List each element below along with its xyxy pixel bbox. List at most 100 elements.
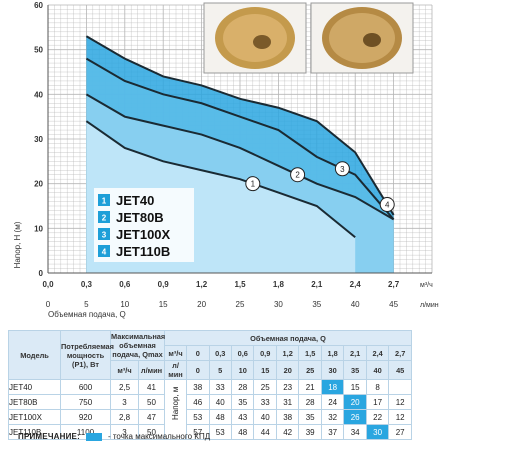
cell-model: JET80B (8, 394, 61, 410)
legend-swatch (98, 211, 110, 223)
legend-swatch (98, 194, 110, 206)
q-lmin-header: 10 (230, 360, 255, 380)
x-unit-top-label: м³/ч (420, 282, 433, 289)
x-tick-label-m3h: 1,8 (273, 280, 285, 289)
cell-qmax-m3h: 3 (110, 394, 139, 410)
q-m3h-header: 0,3 (208, 345, 232, 361)
unit-qmax-m3h: м³/ч (110, 360, 139, 380)
x-tick-label-m3h: 0,9 (158, 280, 170, 289)
x-axis-label: Объемная подача, Q (48, 310, 126, 319)
legend-label-JET80B: JET80B (116, 210, 164, 225)
table-row: JET40 600 2,5 41 Напор, м 38 33 28 25 23 21 18 15 8 (8, 379, 412, 440)
cell-head: 26 (343, 409, 367, 425)
y-tick-label: 20 (34, 180, 43, 189)
x-tick-label-lmin: 40 (351, 300, 360, 309)
legend-label-JET40: JET40 (116, 193, 154, 208)
cell-head: 37 (320, 424, 345, 440)
cell-head: 33 (253, 394, 277, 410)
series-marker-label: 4 (385, 201, 390, 210)
cell-qmax-lmin: 47 (137, 409, 166, 425)
cell-head: 25 (253, 379, 277, 395)
x-tick-label-m3h: 2,4 (350, 280, 362, 289)
cell-head: 27 (388, 424, 412, 440)
cell-head (388, 379, 412, 395)
cell-head: 35 (298, 409, 322, 425)
x-unit-bottom-label: л/мин (420, 302, 439, 309)
x-tick-label-lmin: 5 (84, 300, 89, 309)
cell-head: 22 (365, 409, 390, 425)
cell-head: 34 (343, 424, 367, 440)
cell-qmax-lmin: 50 (137, 424, 166, 440)
series-line-JET110B (85, 35, 395, 216)
y-tick-label: 30 (34, 135, 43, 144)
chart-series-markers: 1 2 3 4 (245, 161, 395, 213)
x-tick-label-lmin: 15 (159, 300, 168, 309)
legend-label-JET110B: JET110B (116, 244, 170, 259)
cell-model: JET40 (8, 379, 61, 395)
cell-qmax-lmin: 41 (137, 379, 166, 395)
cell-head: 18 (320, 379, 345, 395)
x-tick-label-lmin: 25 (236, 300, 245, 309)
col-qmax: Максимальная объемная подача, Qmax (109, 330, 166, 361)
legend-number: 2 (102, 214, 107, 223)
cell-power: 920 (60, 409, 111, 425)
cell-power: 600 (60, 379, 111, 395)
legend-label-JET100X: JET100X (116, 227, 171, 242)
cell-head: 15 (343, 379, 367, 395)
series-marker-JET110B: 4 (379, 197, 395, 213)
note-text: - точка максимального КПД (107, 432, 211, 441)
x-tick-label-lmin: 35 (312, 300, 321, 309)
note-label: ПРИМЕЧАНИЕ: (18, 432, 80, 441)
unit-m3h: м³/ч (164, 345, 188, 361)
cell-model: JET110B (8, 424, 61, 440)
q-lmin-header: 0 (186, 360, 210, 380)
cell-head: 43 (230, 409, 255, 425)
x-tick-label-m3h: 0,6 (119, 280, 131, 289)
series-marker-JET100X: 3 (334, 161, 350, 177)
cell-power: 750 (60, 394, 111, 410)
cell-head: 39 (298, 424, 322, 440)
legend-number: 3 (102, 231, 107, 240)
q-lmin-header: 45 (388, 360, 412, 380)
q-m3h-header: 2,7 (388, 345, 412, 361)
x-tick-label-m3h: 2,1 (311, 280, 323, 289)
cell-head: 12 (388, 394, 412, 410)
cell-qmax-m3h: 2,5 (110, 379, 139, 395)
q-m3h-header: 1,5 (298, 345, 322, 361)
y-tick-label: 60 (34, 1, 43, 10)
legend-number: 4 (102, 248, 107, 257)
cell-head: 32 (320, 409, 345, 425)
cell-head: 35 (230, 394, 255, 410)
series-marker-label: 1 (251, 180, 256, 189)
series-line-JET40 (85, 120, 356, 239)
cell-head: 28 (230, 379, 255, 395)
unit-lmin: л/мин (164, 360, 188, 380)
cell-head: 48 (208, 409, 232, 425)
cell-head: 23 (275, 379, 300, 395)
q-lmin-header: 15 (253, 360, 277, 380)
cell-qmax-m3h: 2,8 (110, 409, 139, 425)
q-m3h-header: 0 (186, 345, 210, 361)
q-lmin-header: 25 (298, 360, 322, 380)
cell-head: 40 (208, 394, 232, 410)
pump-spec-table: Модель Потребляемая мощность (P1), Вт Ма… (8, 330, 412, 440)
cell-head: 30 (365, 424, 390, 440)
legend-swatch (98, 245, 110, 257)
x-tick-label-lmin: 10 (120, 300, 129, 309)
q-lmin-header: 30 (320, 360, 345, 380)
x-tick-label-m3h: 1,2 (196, 280, 208, 289)
cell-head: 57 (186, 424, 210, 440)
col-flow: Объемная подача, Q (164, 330, 412, 346)
y-tick-label: 40 (34, 90, 43, 99)
series-marker-JET80B: 2 (290, 167, 306, 183)
cell-head: 53 (208, 424, 232, 440)
head-label: Напор, м (171, 386, 181, 420)
q-m3h-header: 0,6 (230, 345, 255, 361)
y-axis-label: Напор, H (м) (13, 221, 22, 268)
q-m3h-header: 0,9 (253, 345, 277, 361)
cell-model: JET100X (8, 409, 61, 425)
cell-head: 42 (275, 424, 300, 440)
q-m3h-header: 2,4 (365, 345, 390, 361)
q-lmin-header: 20 (275, 360, 300, 380)
